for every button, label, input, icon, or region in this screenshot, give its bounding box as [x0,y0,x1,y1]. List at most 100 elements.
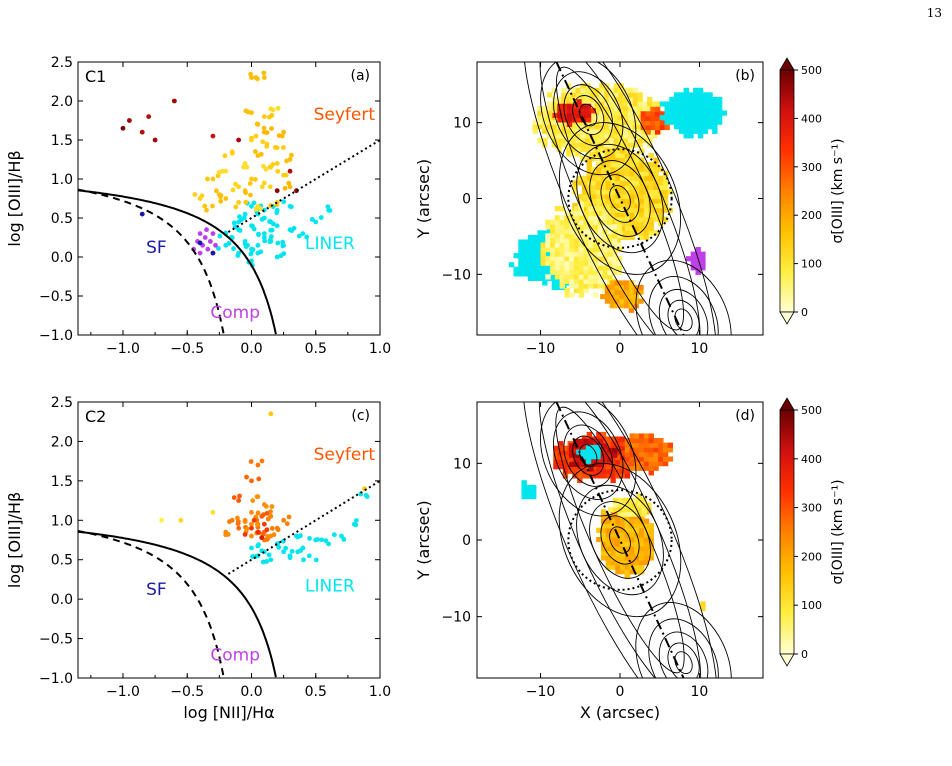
contour [563,424,613,487]
contour [553,71,624,159]
spaxel [562,464,569,470]
spaxel [634,442,640,448]
spaxel [605,436,612,442]
spaxel [537,230,543,236]
kewley-curve [78,530,277,678]
spaxel [639,162,645,168]
spaxel [583,251,589,257]
spaxel [629,555,635,561]
spaxel [648,216,654,222]
data-point [236,200,242,205]
spaxel [581,473,588,479]
spaxel [599,124,605,130]
y-tick-label: 2.5 [51,55,73,71]
spaxel [592,278,599,285]
spaxel [610,468,616,474]
spaxel [605,546,612,552]
spaxel [531,489,537,495]
y-tick-label: 10 [453,116,471,132]
spaxel [641,497,647,504]
colorbar-tick-label: 100 [801,599,822,612]
data-point [261,231,267,237]
spaxel [527,271,534,277]
spaxel [613,92,620,98]
spaxel [594,146,600,153]
data-point [210,250,216,256]
spaxel [648,184,654,190]
data-point [268,411,274,417]
spaxel [569,210,575,216]
spaxel [619,298,625,304]
aperture-circle [567,489,673,591]
spaxel [592,219,599,225]
spaxel [605,184,612,190]
spaxel [648,221,654,227]
spaxel [554,242,561,248]
spaxel [643,193,650,200]
spaxel [664,101,670,107]
y-axis-label: log [OIII]/Hβ [5,150,24,246]
contour [563,84,613,146]
data-point [223,168,229,174]
spaxel [623,133,629,139]
spaxel [629,225,635,231]
colorbar-tick-label: 0 [801,306,808,319]
spaxel [634,447,640,453]
spaxel [605,175,612,181]
spaxel [648,438,654,444]
spaxel [610,459,616,465]
x-tick-label: −10 [526,341,556,357]
spaxel [662,189,669,195]
spaxel [605,555,612,561]
data-point [171,98,177,104]
spaxel [571,117,577,123]
spaxel [600,184,607,190]
spaxel [578,251,585,257]
spaxel [629,527,635,533]
spaxel [624,559,631,566]
spaxel [700,601,706,607]
spaxel [615,180,621,186]
spaxel [612,507,619,513]
spaxel [605,464,612,470]
spaxel [591,468,597,474]
spaxel [540,260,546,266]
spaxel [688,133,694,139]
spaxel [624,153,631,159]
data-point [264,510,270,516]
spaxel [620,153,626,159]
spaxel [612,228,618,234]
spaxel [645,115,651,121]
spaxel [591,166,597,172]
spaxel [651,101,658,107]
data-point [216,246,221,251]
data-point [256,542,261,548]
spaxel [634,175,640,181]
spaxel [591,175,597,181]
spaxel [627,92,634,98]
spaxel [550,269,556,275]
spaxel [639,465,645,471]
data-point [259,535,265,541]
spaxel [607,233,613,239]
spaxel [570,146,577,153]
spaxel [576,108,582,114]
spaxel [629,203,635,209]
spaxel [608,124,615,130]
spaxel [580,146,586,153]
spaxel [620,569,626,575]
data-point [253,133,259,139]
spaxel [662,461,669,467]
spaxel [658,175,664,181]
data-point [251,517,257,523]
data-point [286,180,292,186]
spaxel [650,106,656,112]
data-point [199,193,205,199]
spaxel [613,133,620,139]
spaxel [559,219,565,225]
spaxel [639,234,645,241]
spaxel [569,251,575,257]
spaxel [693,87,699,93]
spaxel [615,454,621,461]
